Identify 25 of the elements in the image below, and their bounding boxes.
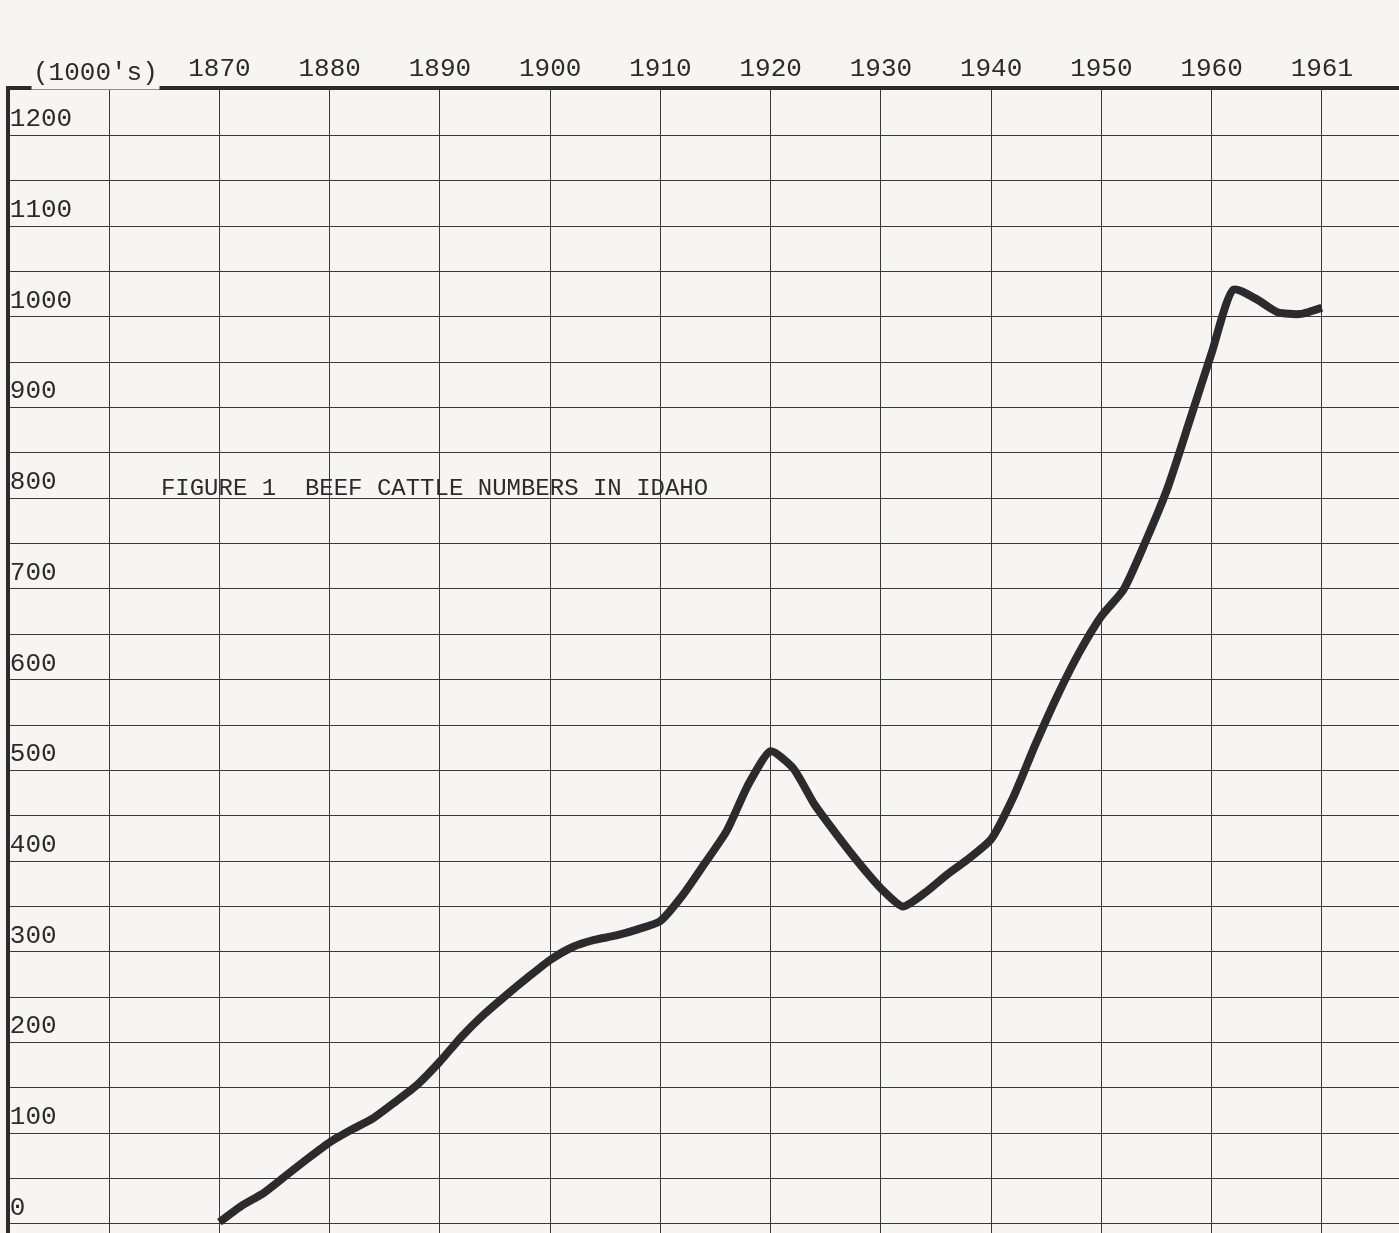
y-tick-label: 100 bbox=[9, 1102, 57, 1133]
y-tick-label: 300 bbox=[9, 920, 57, 951]
x-tick-label: 1950 bbox=[1070, 53, 1133, 84]
y-tick-label: 900 bbox=[9, 376, 57, 407]
x-tick-label: 1900 bbox=[518, 53, 582, 84]
x-tick-label: 1960 bbox=[1180, 53, 1243, 84]
y-tick-label: 0 bbox=[9, 1192, 26, 1223]
x-tick-label: 1870 bbox=[188, 53, 251, 84]
x-tick-label: 1930 bbox=[849, 53, 913, 84]
x-tick-label: 1920 bbox=[739, 53, 802, 84]
y-tick-label: 200 bbox=[9, 1011, 57, 1042]
x-tick-label: 1910 bbox=[629, 53, 692, 84]
x-tick-label: 1961 bbox=[1290, 53, 1354, 84]
x-tick-label: 1880 bbox=[298, 53, 361, 84]
y-tick-label: 1200 bbox=[9, 104, 73, 135]
x-tick-label: 1890 bbox=[408, 53, 472, 84]
y-tick-label: 1000 bbox=[9, 285, 73, 316]
y-tick-label: 400 bbox=[9, 829, 57, 860]
y-tick-label: 1100 bbox=[9, 194, 73, 225]
y-tick-label: 500 bbox=[9, 739, 57, 770]
y-axis-title: (1000's) bbox=[33, 58, 158, 88]
y-tick-label: 800 bbox=[9, 467, 57, 498]
x-tick-label: 1940 bbox=[959, 53, 1023, 84]
y-tick-label: 600 bbox=[9, 648, 57, 679]
y-tick-label: 700 bbox=[9, 557, 57, 588]
